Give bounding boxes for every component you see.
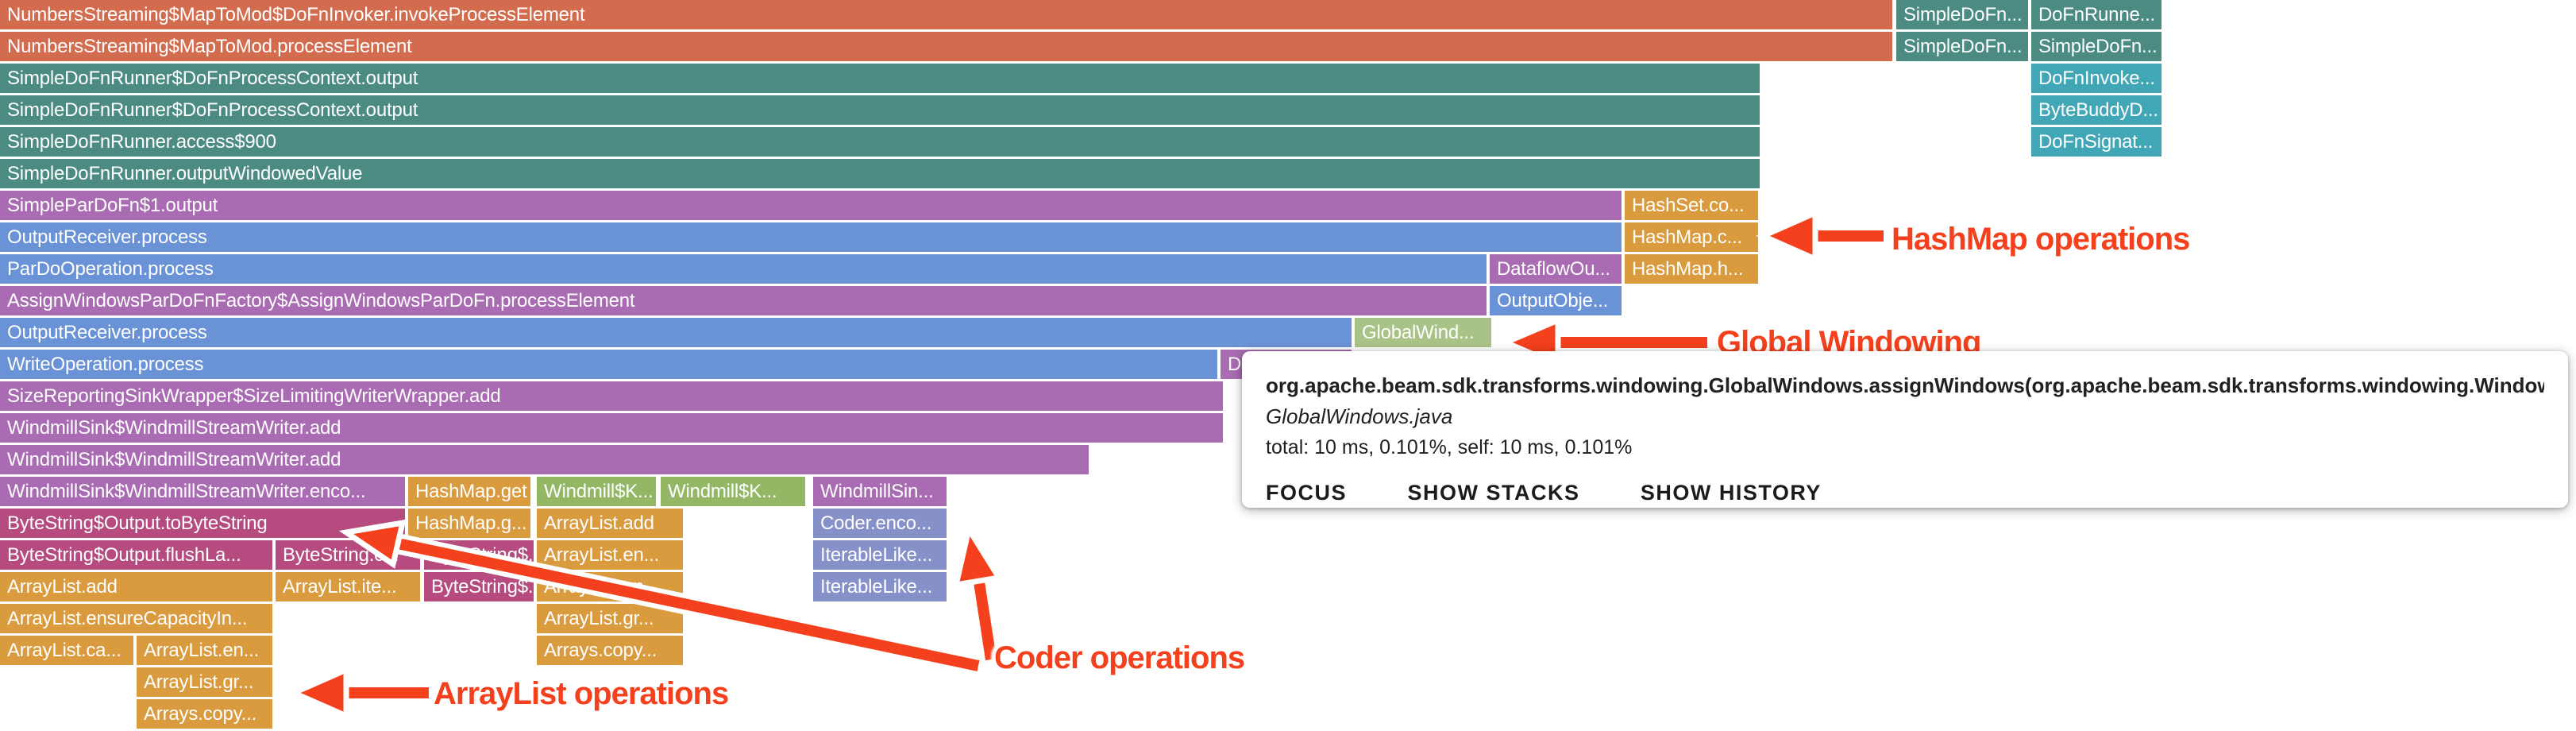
frame[interactable]: ByteString$... <box>424 540 534 570</box>
focus-button[interactable]: FOCUS <box>1266 481 1347 505</box>
frame[interactable]: HashMap.g... <box>408 509 530 538</box>
frame[interactable]: Windmill$K... <box>661 477 805 506</box>
frame[interactable]: DoFnRunne... <box>2031 0 2161 29</box>
frame[interactable]: DoFnInvoke... <box>2031 64 2161 93</box>
frame[interactable]: SizeReportingSinkWrapper$SizeLimitingWri… <box>0 381 1223 411</box>
frame[interactable]: Coder.enco... <box>813 509 947 538</box>
tooltip-source-file: GlobalWindows.java <box>1266 404 1453 428</box>
frame[interactable]: SimpleDoFn... <box>2031 32 2161 61</box>
frame[interactable]: OutputReceiver.process <box>0 318 1352 347</box>
frame[interactable]: ArrayList.ensureCapacityIn... <box>0 604 272 633</box>
frame[interactable]: WindmillSink$WindmillStreamWriter.add <box>0 413 1223 443</box>
tooltip-stats: total: 10 ms, 0.101%, self: 10 ms, 0.101… <box>1266 436 1633 458</box>
frame[interactable]: GlobalWind... <box>1355 318 1491 347</box>
frame[interactable]: IterableLike... <box>813 540 947 570</box>
frame[interactable]: IterableLike... <box>813 572 947 601</box>
arraylist-operations-annotation: ArrayList operations <box>434 676 729 711</box>
frame[interactable]: NumbersStreaming$MapToMod$DoFnInvoker.in… <box>0 0 1892 29</box>
frame[interactable]: SimpleDoFn... <box>1896 32 2028 61</box>
frame[interactable]: HashMap.get <box>408 477 530 506</box>
frame[interactable]: Arrays.copy... <box>137 699 272 729</box>
frame[interactable]: Arrays.copy... <box>537 636 683 665</box>
frame[interactable]: DoFnSignat... <box>2031 127 2161 157</box>
show-stacks-button[interactable]: SHOW STACKS <box>1407 481 1580 505</box>
frame[interactable]: OutputObje... <box>1490 286 1622 315</box>
frame[interactable]: HashSet.co... <box>1625 191 1758 220</box>
frame[interactable]: WindmillSink$WindmillStreamWriter.add <box>0 445 1089 474</box>
frame[interactable]: WindmillSin... <box>813 477 947 506</box>
frame[interactable]: DataflowOu... <box>1490 254 1622 284</box>
frame[interactable]: SimpleDoFn... <box>1896 0 2028 29</box>
frame[interactable]: ByteString.c... <box>276 540 420 570</box>
frame[interactable]: WindmillSink$WindmillStreamWriter.enco..… <box>0 477 405 506</box>
coder-operations-annotation: Coder operations <box>994 640 1245 675</box>
frame[interactable]: ByteString$Output.flushLa... <box>0 540 272 570</box>
frame[interactable]: ArrayList.add <box>537 509 683 538</box>
frame[interactable]: WriteOperation.process <box>0 350 1217 379</box>
frame[interactable]: ArrayList.gr... <box>137 667 272 697</box>
frame[interactable]: AssignWindowsParDoFnFactory$AssignWindow… <box>0 286 1487 315</box>
frame[interactable]: OutputReceiver.process <box>0 222 1622 252</box>
frame[interactable]: SimpleDoFnRunner$DoFnProcessContext.outp… <box>0 95 1760 125</box>
frame[interactable]: ParDoOperation.process <box>0 254 1487 284</box>
frame-tooltip: org.apache.beam.sdk.transforms.windowing… <box>1242 351 2568 508</box>
frame[interactable]: ArrayList.gr... <box>537 604 683 633</box>
frame[interactable]: ByteString$Output.toByteString <box>0 509 405 538</box>
frame[interactable]: SimpleDoFnRunner.outputWindowedValue <box>0 159 1760 188</box>
frame[interactable]: SimpleDoFnRunner.access$900 <box>0 127 1760 157</box>
tooltip-signature: org.apache.beam.sdk.transforms.windowing… <box>1266 373 2544 397</box>
frame[interactable]: SimpleDoFnRunner$DoFnProcessContext.outp… <box>0 64 1760 93</box>
frame[interactable]: ArrayList.en... <box>137 636 272 665</box>
frame[interactable]: ArrayList.ite... <box>276 572 420 601</box>
frame[interactable]: ArrayList.en... <box>537 540 683 570</box>
frame[interactable]: NumbersStreaming$MapToMod.processElement <box>0 32 1892 61</box>
frame[interactable]: Windmill$K... <box>537 477 656 506</box>
frame[interactable]: SimpleParDoFn$1.output <box>0 191 1622 220</box>
frame[interactable]: ArrayList.add <box>0 572 272 601</box>
frame[interactable]: HashMap.h... <box>1625 254 1758 284</box>
show-history-button[interactable]: SHOW HISTORY <box>1640 481 1822 505</box>
frame[interactable]: ArrayList.ca... <box>0 636 133 665</box>
frame[interactable]: ArrayList.en... <box>537 572 683 601</box>
frame[interactable]: ByteBuddyD... <box>2031 95 2161 125</box>
tooltip-actions: FOCUS SHOW STACKS SHOW HISTORY <box>1266 481 2544 505</box>
frame[interactable]: ByteString$... <box>424 572 534 601</box>
hashmap-operations-annotation: HashMap operations <box>1892 222 2190 257</box>
frame[interactable]: HashMap.c... <box>1625 222 1758 252</box>
